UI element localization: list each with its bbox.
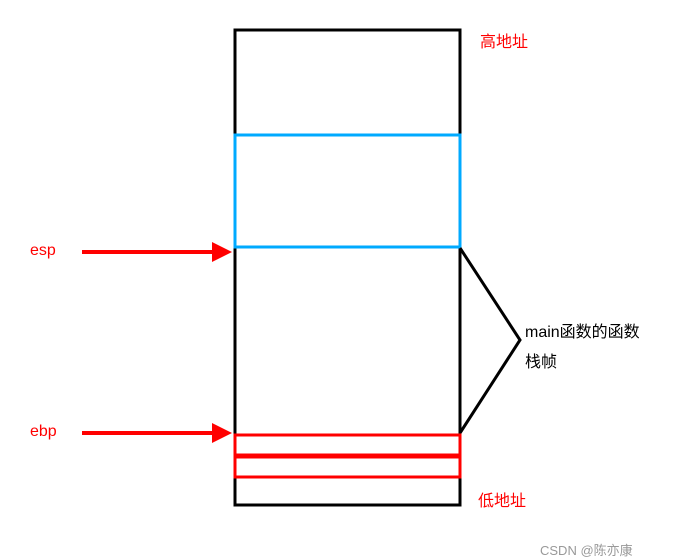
high-address-label: 高地址	[480, 28, 528, 52]
watermark-label: CSDN @陈亦康	[540, 540, 633, 559]
main-frame-line2: 栈帧	[525, 348, 640, 372]
main-frame-label: main函数的函数 栈帧	[525, 318, 640, 372]
esp-label: esp	[30, 242, 56, 260]
main-frame-line1: main函数的函数	[525, 318, 640, 342]
diagram-svg	[0, 0, 675, 560]
ebp-arrow-head	[212, 423, 232, 443]
ebp-label: ebp	[30, 423, 57, 441]
main-frame-bracket	[460, 248, 520, 433]
blue-region-rect	[235, 135, 460, 247]
esp-arrow-head	[212, 242, 232, 262]
low-address-label: 低地址	[478, 487, 526, 511]
